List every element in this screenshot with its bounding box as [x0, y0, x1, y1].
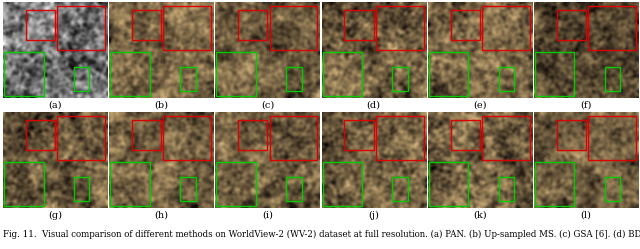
Bar — [429, 162, 468, 206]
Bar — [451, 10, 480, 40]
Bar — [74, 177, 90, 201]
Bar — [392, 177, 408, 201]
Text: (d): (d) — [367, 101, 381, 110]
Bar — [180, 177, 196, 201]
Bar — [344, 120, 374, 150]
Bar — [269, 6, 317, 50]
Bar — [132, 10, 161, 40]
Bar — [216, 52, 256, 96]
Text: (b): (b) — [154, 101, 168, 110]
Bar — [376, 116, 424, 160]
Bar — [429, 52, 468, 96]
Bar — [180, 67, 196, 91]
Text: Fig. 11.  Visual comparison of different methods on WorldView-2 (WV-2) dataset a: Fig. 11. Visual comparison of different … — [3, 229, 640, 239]
Bar — [535, 162, 575, 206]
Bar — [588, 116, 636, 160]
Bar — [323, 162, 362, 206]
Bar — [4, 52, 44, 96]
Bar — [392, 67, 408, 91]
Bar — [4, 162, 44, 206]
Bar — [26, 120, 55, 150]
Bar — [163, 116, 211, 160]
Text: (c): (c) — [260, 101, 274, 110]
Bar — [238, 10, 268, 40]
Text: (g): (g) — [48, 210, 62, 220]
Bar — [132, 120, 161, 150]
Bar — [26, 10, 55, 40]
Bar — [482, 116, 530, 160]
Bar — [286, 67, 302, 91]
Bar — [110, 162, 150, 206]
Bar — [269, 116, 317, 160]
Bar — [110, 52, 150, 96]
Bar — [499, 67, 514, 91]
Bar — [238, 120, 268, 150]
Bar — [499, 177, 514, 201]
Bar — [557, 10, 586, 40]
Bar — [57, 116, 105, 160]
Text: (a): (a) — [49, 101, 62, 110]
Bar — [323, 52, 362, 96]
Bar — [557, 120, 586, 150]
Text: (i): (i) — [262, 210, 273, 220]
Bar — [605, 67, 620, 91]
Bar — [216, 162, 256, 206]
Bar — [605, 177, 620, 201]
Bar — [286, 177, 302, 201]
Text: (l): (l) — [580, 210, 591, 220]
Bar — [376, 6, 424, 50]
Bar — [588, 6, 636, 50]
Bar — [482, 6, 530, 50]
Text: (j): (j) — [368, 210, 379, 220]
Text: (e): (e) — [473, 101, 486, 110]
Bar — [74, 67, 90, 91]
Bar — [57, 6, 105, 50]
Text: (f): (f) — [580, 101, 591, 110]
Bar — [344, 10, 374, 40]
Bar — [163, 6, 211, 50]
Bar — [535, 52, 575, 96]
Text: (k): (k) — [473, 210, 486, 220]
Bar — [451, 120, 480, 150]
Text: (h): (h) — [154, 210, 168, 220]
